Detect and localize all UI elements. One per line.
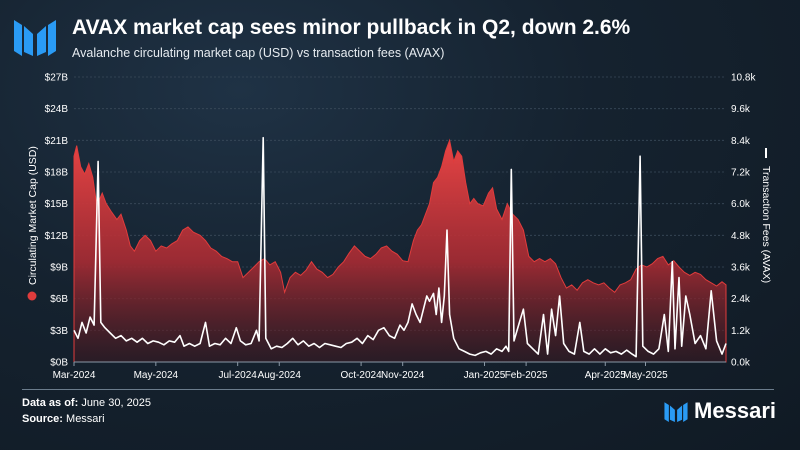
chart-area: $0B $3B $6B $9B $12B $15B $18B $21B $24B $27B 0.0… [27,73,772,381]
x-tick-label: Oct-2024 [341,370,383,381]
chart-title: AVAX market cap sees minor pullback in Q… [72,16,631,39]
fees-legend-marker [765,148,767,158]
y-right-tick-label: 8.4k [731,136,751,147]
x-tick-label: Nov-2024 [381,370,425,381]
x-tick-label: Feb-2025 [505,370,548,381]
chart-subtitle: Avalanche circulating market cap (USD) v… [72,46,445,60]
data-as-of: Data as of: June 30, 2025 [22,397,151,409]
y-right-tick-label: 4.8k [731,231,751,242]
y-left-tick-label: $3B [50,326,68,337]
messari-logo-icon [14,20,56,56]
y-left-tick-label: $27B [45,73,69,84]
y-right-tick-label: 3.6k [731,263,751,274]
market-cap-legend-marker [27,291,37,301]
footer-divider [22,389,774,390]
left-axis-legend: Circulating Market Cap (USD) [27,146,39,301]
right-axis-legend: Transaction Fees (AVAX) [760,148,772,283]
y-right-tick-label: 7.2k [731,168,751,179]
y-right-axis-label: Transaction Fees (AVAX) [760,166,772,283]
y-left-tick-label: $6B [50,294,68,305]
brand-mark: Messari [664,398,776,424]
source-value: Messari [66,413,105,425]
y-left-axis-label: Circulating Market Cap (USD) [27,146,39,285]
x-tick-label: May-2025 [623,370,668,381]
y-left-tick-label: $24B [45,104,69,115]
data-as-of-value: June 30, 2025 [81,397,152,409]
y-right-tick-label: 10.8k [731,73,756,84]
y-right-tick-label: 2.4k [731,294,751,305]
brand-name: Messari [694,398,776,423]
y-left-tick-label: $0B [50,358,68,369]
data-as-of-label: Data as of: [22,397,79,409]
y-right-tick-label: 1.2k [731,326,751,337]
x-tick-label: Mar-2024 [53,370,96,381]
y-left-tick-label: $9B [50,263,68,274]
x-tick-label: Apr-2025 [585,370,627,381]
x-tick-label: Jul-2024 [218,370,257,381]
x-tick-label: Jan-2025 [464,370,506,381]
y-right-tick-label: 0.0k [731,358,751,369]
market-cap-area [73,138,727,363]
y-right-tick-label: 9.6k [731,104,751,115]
messari-brand-icon [664,402,688,422]
y-left-tick-label: $15B [45,199,69,210]
transaction-fees-line [73,136,727,358]
y-left-tick-label: $21B [45,136,69,147]
y-left-tick-label: $12B [45,231,69,242]
y-left-tick-label: $18B [45,168,69,179]
x-tick-label: May-2024 [134,370,179,381]
source-label: Source: [22,413,63,425]
source: Source: Messari [22,413,105,425]
y-right-tick-label: 6.0k [731,199,751,210]
x-tick-label: Aug-2024 [258,370,302,381]
